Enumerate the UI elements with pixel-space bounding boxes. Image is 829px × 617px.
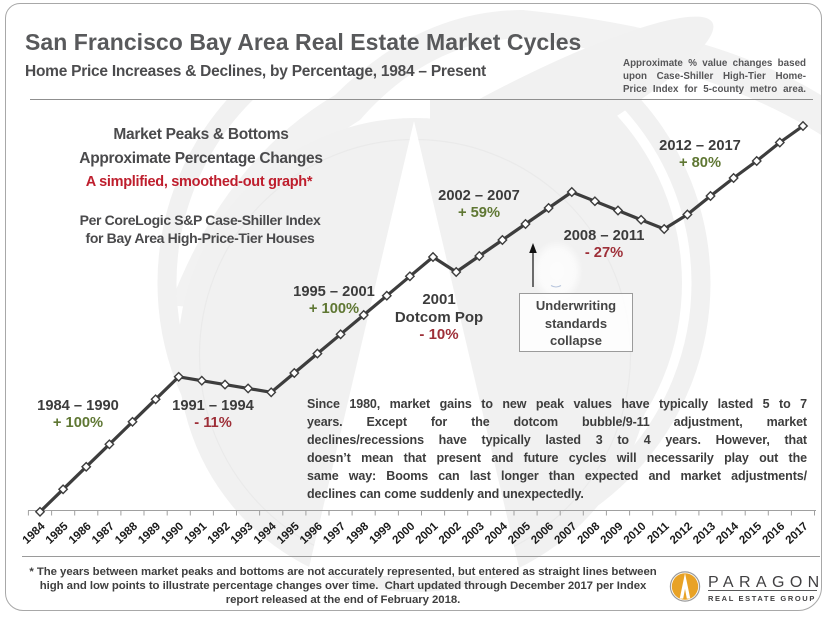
svg-text:2013: 2013 (691, 520, 718, 546)
svg-text:2008: 2008 (576, 520, 603, 547)
svg-text:1991: 1991 (182, 520, 209, 547)
svg-text:2002: 2002 (437, 520, 464, 546)
svg-text:1998: 1998 (344, 520, 371, 547)
svg-text:2009: 2009 (599, 520, 626, 546)
svg-text:1994: 1994 (252, 520, 279, 547)
svg-text:1990: 1990 (159, 520, 186, 546)
svg-text:2016: 2016 (760, 520, 787, 546)
svg-text:1993: 1993 (229, 520, 256, 546)
svg-text:1997: 1997 (321, 520, 348, 546)
svg-text:2007: 2007 (552, 520, 579, 546)
svg-text:2014: 2014 (714, 520, 741, 547)
svg-text:2011: 2011 (645, 520, 672, 546)
svg-text:1985: 1985 (44, 520, 71, 547)
svg-text:1988: 1988 (113, 520, 140, 547)
svg-text:2010: 2010 (622, 520, 649, 546)
svg-text:2015: 2015 (737, 520, 764, 547)
svg-text:2001: 2001 (414, 520, 441, 547)
svg-text:2017: 2017 (784, 520, 811, 546)
svg-text:1987: 1987 (90, 520, 117, 546)
svg-text:2006: 2006 (529, 520, 556, 546)
svg-text:1995: 1995 (275, 520, 302, 547)
svg-text:1996: 1996 (298, 520, 325, 546)
svg-text:1986: 1986 (67, 520, 94, 546)
svg-text:2005: 2005 (506, 520, 533, 547)
svg-text:2000: 2000 (391, 520, 418, 546)
svg-text:1989: 1989 (136, 520, 163, 546)
svg-text:1984: 1984 (21, 520, 48, 547)
svg-text:1992: 1992 (206, 520, 233, 546)
svg-text:1999: 1999 (367, 520, 394, 546)
svg-text:2003: 2003 (460, 520, 487, 546)
svg-text:2012: 2012 (668, 520, 695, 546)
svg-text:2004: 2004 (483, 520, 510, 547)
